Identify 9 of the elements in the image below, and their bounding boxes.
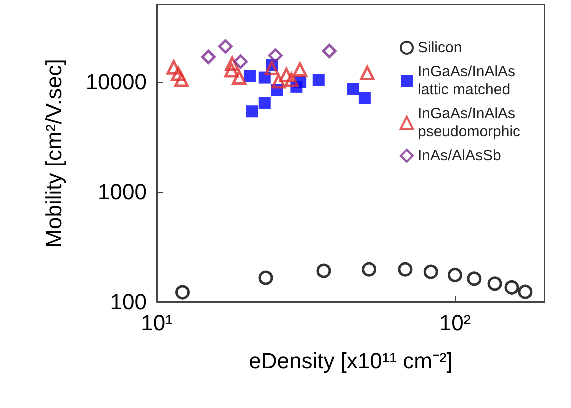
x-tick-label: 10² [439, 310, 472, 336]
y-tick-label: 10000 [86, 69, 147, 94]
legend-label: InGaAs/InAlAs lattic matched [418, 64, 520, 98]
y-axis-title: Mobility [cm²/V.sec] [42, 59, 66, 248]
legend-label: Silicon [418, 40, 462, 56]
x-axis-title: eDensity [x10¹¹ cm⁻²] [249, 348, 453, 374]
legend-label: InAs/AlAsSb [418, 148, 502, 164]
legend-label: InGaAs/InAlAs pseudomorphic [418, 106, 522, 140]
y-tick-label: 1000 [98, 179, 147, 204]
